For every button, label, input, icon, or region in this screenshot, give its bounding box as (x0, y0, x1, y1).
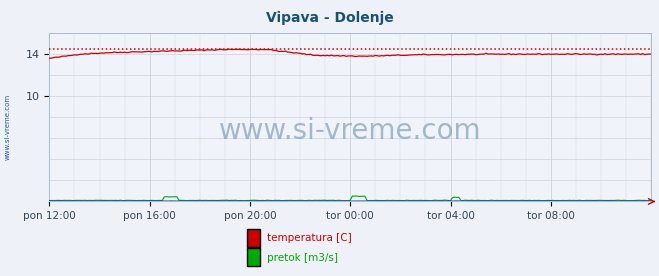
Text: www.si-vreme.com: www.si-vreme.com (219, 117, 482, 145)
Text: pretok [m3/s]: pretok [m3/s] (267, 253, 338, 262)
Text: Vipava - Dolenje: Vipava - Dolenje (266, 11, 393, 25)
Text: temperatura [C]: temperatura [C] (267, 233, 352, 243)
Text: www.si-vreme.com: www.si-vreme.com (5, 94, 11, 160)
